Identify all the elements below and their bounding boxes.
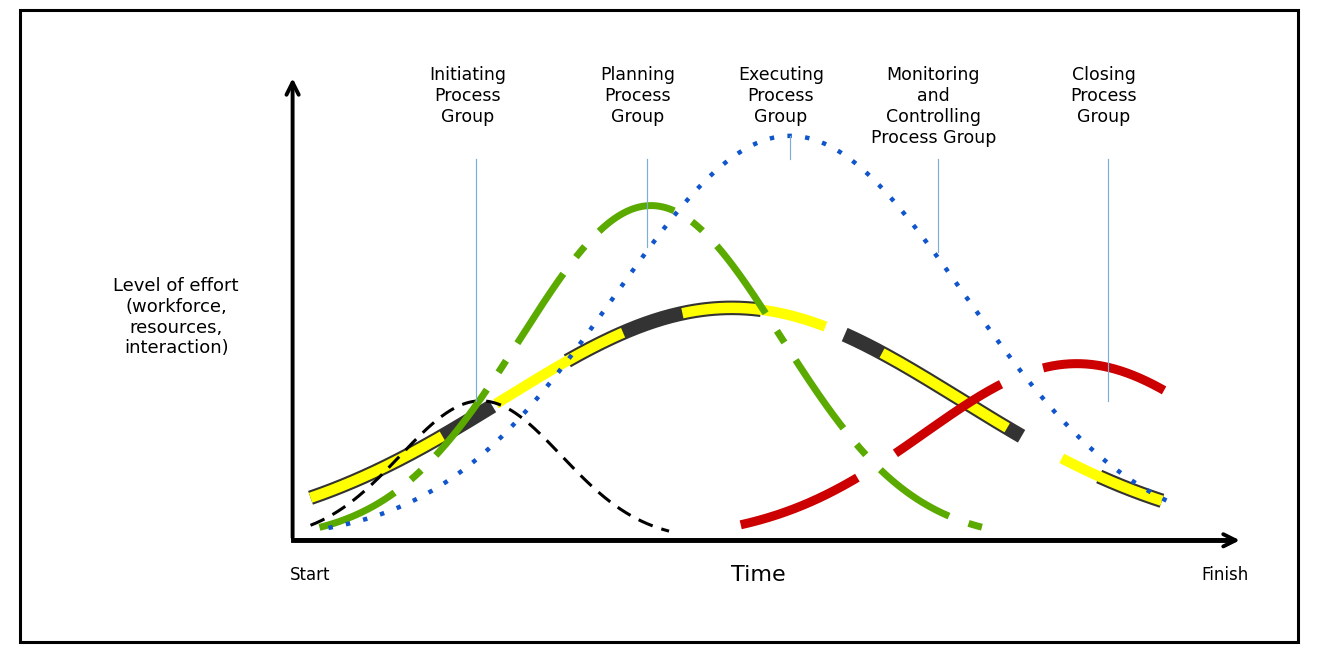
Text: Closing
Process
Group: Closing Process Group: [1070, 66, 1137, 126]
Text: Monitoring
and
Controlling
Process Group: Monitoring and Controlling Process Group: [871, 66, 996, 147]
Text: Executing
Process
Group: Executing Process Group: [738, 66, 824, 126]
Text: Finish: Finish: [1201, 566, 1248, 584]
Text: Level of effort
(workforce,
resources,
interaction): Level of effort (workforce, resources, i…: [113, 277, 239, 357]
Text: Initiating
Process
Group: Initiating Process Group: [428, 66, 506, 126]
Text: Planning
Process
Group: Planning Process Group: [600, 66, 675, 126]
Text: Start: Start: [290, 566, 331, 584]
Text: Time: Time: [731, 565, 786, 585]
